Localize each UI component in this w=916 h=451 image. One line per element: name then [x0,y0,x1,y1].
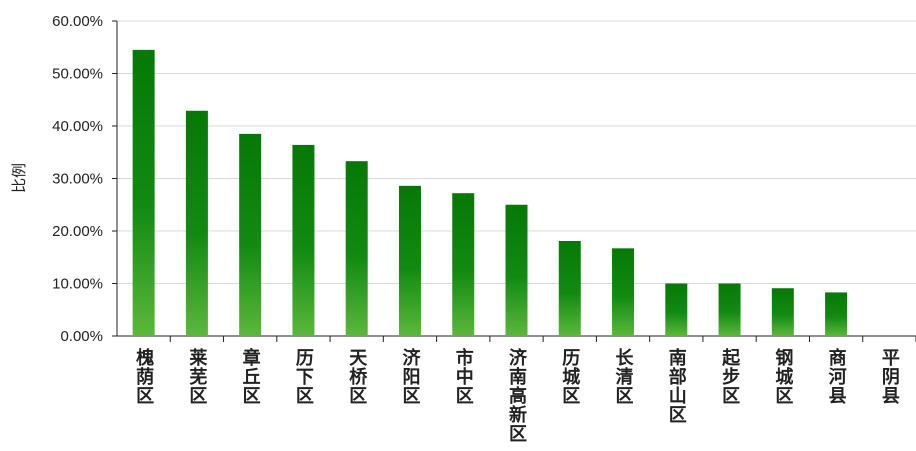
x-tick-label: 钢城区 [772,347,793,405]
bar [345,161,368,336]
x-tick-label: 市中区 [453,347,474,405]
x-tick-label: 天桥区 [346,348,367,405]
y-tick-label: 20.00% [52,223,103,240]
bar [558,240,581,336]
y-axis-label: 比例 [11,163,28,193]
x-tick-label: 历下区 [293,348,314,405]
bar [718,283,741,336]
bar [505,204,528,336]
x-tick-label: 南部山区 [666,347,687,424]
x-tick-label: 长清区 [613,348,634,405]
bar [185,110,208,337]
x-tick-label: 济阳区 [399,347,420,405]
y-tick-label: 0.00% [60,328,103,345]
bar [132,49,155,336]
x-tick-label: 起步区 [719,347,741,405]
y-tick-label: 30.00% [52,171,103,188]
bar [452,193,475,336]
bar [292,144,315,336]
y-tick-label: 60.00% [52,13,103,30]
bar [665,283,688,336]
y-tick-label: 40.00% [52,118,103,135]
x-tick-label: 济南高新区 [506,347,527,443]
bar [398,185,421,336]
x-tick-label: 莱芜区 [186,347,207,405]
bar [771,288,794,336]
x-tick-label: 商河县 [826,347,847,405]
bar [612,248,635,336]
x-tick-label: 槐荫区 [133,347,155,405]
y-tick-label: 50.00% [52,66,103,83]
x-tick-label: 历城区 [559,348,580,405]
x-tick-label: 平阴县 [879,348,900,405]
bar [239,133,262,336]
x-tick-label: 章丘区 [240,347,261,405]
y-tick-label: 10.00% [52,276,103,293]
bar [825,292,848,336]
